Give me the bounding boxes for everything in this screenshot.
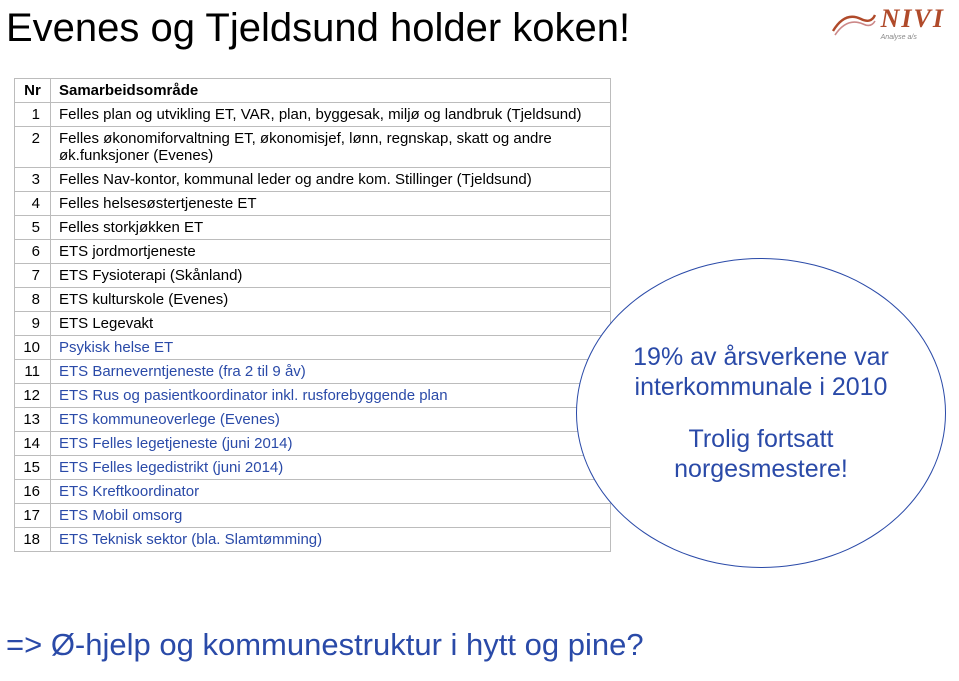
cell-desc: ETS Felles legetjeneste (juni 2014) bbox=[51, 432, 611, 456]
cell-nr: 1 bbox=[15, 103, 51, 127]
cell-nr: 8 bbox=[15, 288, 51, 312]
logo-swoosh-icon bbox=[831, 9, 877, 37]
table-row: 7ETS Fysioterapi (Skånland) bbox=[15, 264, 611, 288]
cell-desc: ETS Rus og pasientkoordinator inkl. rusf… bbox=[51, 384, 611, 408]
cell-desc: ETS Legevakt bbox=[51, 312, 611, 336]
cell-nr: 16 bbox=[15, 480, 51, 504]
table-row: 5Felles storkjøkken ET bbox=[15, 216, 611, 240]
cell-nr: 13 bbox=[15, 408, 51, 432]
cell-desc: ETS kommuneoverlege (Evenes) bbox=[51, 408, 611, 432]
cell-nr: 15 bbox=[15, 456, 51, 480]
cell-nr: 17 bbox=[15, 504, 51, 528]
bubble-line-1: 19% av årsverkene var bbox=[633, 342, 889, 372]
cell-desc: ETS kulturskole (Evenes) bbox=[51, 288, 611, 312]
cell-desc: ETS Teknisk sektor (bla. Slamtømming) bbox=[51, 528, 611, 552]
cell-nr: 12 bbox=[15, 384, 51, 408]
cell-desc: ETS jordmortjeneste bbox=[51, 240, 611, 264]
cooperation-table: Nr Samarbeidsområde 1Felles plan og utvi… bbox=[14, 78, 611, 552]
cell-desc: ETS Fysioterapi (Skånland) bbox=[51, 264, 611, 288]
table-row: 16ETS Kreftkoordinator bbox=[15, 480, 611, 504]
cell-desc: Felles storkjøkken ET bbox=[51, 216, 611, 240]
table-row: 11ETS Barneverntjeneste (fra 2 til 9 åv) bbox=[15, 360, 611, 384]
table-row: 1Felles plan og utvikling ET, VAR, plan,… bbox=[15, 103, 611, 127]
cell-desc: Felles Nav-kontor, kommunal leder og and… bbox=[51, 168, 611, 192]
cell-desc: Psykisk helse ET bbox=[51, 336, 611, 360]
table-row: 4Felles helsesøstertjeneste ET bbox=[15, 192, 611, 216]
table-row: 3Felles Nav-kontor, kommunal leder og an… bbox=[15, 168, 611, 192]
logo-subtext: Analyse a/s bbox=[881, 34, 945, 41]
cell-nr: 4 bbox=[15, 192, 51, 216]
header-nr: Nr bbox=[15, 79, 51, 103]
table-row: 18ETS Teknisk sektor (bla. Slamtømming) bbox=[15, 528, 611, 552]
bubble-line-2: interkommunale i 2010 bbox=[635, 372, 888, 402]
logo: NIVI Analyse a/s bbox=[831, 4, 945, 41]
cell-desc: Felles helsesøstertjeneste ET bbox=[51, 192, 611, 216]
table-row: 12ETS Rus og pasientkoordinator inkl. ru… bbox=[15, 384, 611, 408]
cell-nr: 7 bbox=[15, 264, 51, 288]
cell-desc: ETS Barneverntjeneste (fra 2 til 9 åv) bbox=[51, 360, 611, 384]
cell-nr: 2 bbox=[15, 127, 51, 168]
cell-nr: 5 bbox=[15, 216, 51, 240]
callout-bubble: 19% av årsverkene var interkommunale i 2… bbox=[576, 258, 946, 568]
header-desc: Samarbeidsområde bbox=[51, 79, 611, 103]
cell-desc: Felles plan og utvikling ET, VAR, plan, … bbox=[51, 103, 611, 127]
table-row: 2Felles økonomiforvaltning ET, økonomisj… bbox=[15, 127, 611, 168]
table-row: 15ETS Felles legedistrikt (juni 2014) bbox=[15, 456, 611, 480]
table-row: 14ETS Felles legetjeneste (juni 2014) bbox=[15, 432, 611, 456]
cell-desc: Felles økonomiforvaltning ET, økonomisje… bbox=[51, 127, 611, 168]
table-row: 17ETS Mobil omsorg bbox=[15, 504, 611, 528]
logo-text: NIVI bbox=[881, 4, 945, 34]
cell-nr: 14 bbox=[15, 432, 51, 456]
cell-nr: 9 bbox=[15, 312, 51, 336]
cell-nr: 10 bbox=[15, 336, 51, 360]
cell-desc: ETS Felles legedistrikt (juni 2014) bbox=[51, 456, 611, 480]
bubble-line-4: norgesmestere! bbox=[674, 454, 848, 484]
table-row: 6ETS jordmortjeneste bbox=[15, 240, 611, 264]
table-row: 9ETS Legevakt bbox=[15, 312, 611, 336]
page-title: Evenes og Tjeldsund holder koken! bbox=[6, 6, 630, 51]
cell-desc: ETS Kreftkoordinator bbox=[51, 480, 611, 504]
bubble-line-3: Trolig fortsatt bbox=[689, 424, 834, 454]
cell-nr: 11 bbox=[15, 360, 51, 384]
table-header-row: Nr Samarbeidsområde bbox=[15, 79, 611, 103]
table-row: 13ETS kommuneoverlege (Evenes) bbox=[15, 408, 611, 432]
cell-nr: 18 bbox=[15, 528, 51, 552]
cell-nr: 3 bbox=[15, 168, 51, 192]
cell-nr: 6 bbox=[15, 240, 51, 264]
table-row: 8ETS kulturskole (Evenes) bbox=[15, 288, 611, 312]
footer-question: => Ø-hjelp og kommunestruktur i hytt og … bbox=[6, 627, 644, 663]
cell-desc: ETS Mobil omsorg bbox=[51, 504, 611, 528]
table-row: 10Psykisk helse ET bbox=[15, 336, 611, 360]
